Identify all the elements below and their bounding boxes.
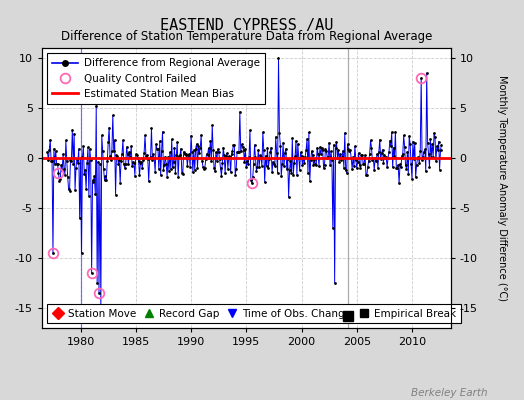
Text: EASTEND CYPRESS /AU: EASTEND CYPRESS /AU bbox=[160, 18, 333, 33]
Y-axis label: Monthly Temperature Anomaly Difference (°C): Monthly Temperature Anomaly Difference (… bbox=[497, 75, 507, 301]
Text: Difference of Station Temperature Data from Regional Average: Difference of Station Temperature Data f… bbox=[61, 30, 432, 43]
Legend: Station Move, Record Gap, Time of Obs. Change, Empirical Break: Station Move, Record Gap, Time of Obs. C… bbox=[47, 304, 461, 323]
Text: Berkeley Earth: Berkeley Earth bbox=[411, 388, 487, 398]
